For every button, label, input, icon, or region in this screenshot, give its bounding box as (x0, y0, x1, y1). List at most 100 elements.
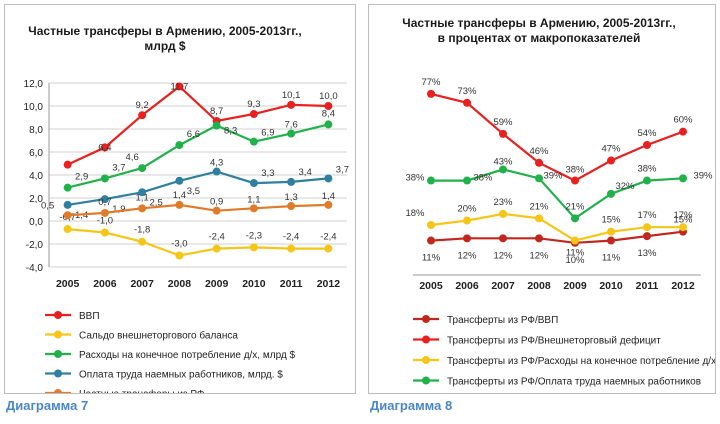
x-tick-label: 2011 (636, 280, 659, 292)
data-point (100, 174, 109, 183)
data-point (679, 127, 687, 136)
data-label: 23% (493, 197, 513, 208)
data-label: 60% (673, 115, 693, 126)
data-point (175, 82, 184, 91)
data-label: 3,5 (187, 186, 200, 197)
chart-title-line: Частные трансферы в Армению, 2005-2013гг… (402, 16, 675, 30)
data-point (607, 236, 615, 245)
data-point (499, 165, 507, 174)
y-tick-label: 0,0 (29, 217, 43, 228)
x-tick-label: 2008 (527, 280, 551, 292)
legend-label: Трансферты из РФ/Расходы на конечное пот… (447, 355, 715, 367)
data-label: 7,6 (285, 120, 298, 131)
data-label: 11% (422, 253, 441, 264)
y-tick-label: 10,0 (24, 102, 44, 113)
data-point (499, 129, 507, 138)
data-label: 11% (566, 248, 585, 259)
chart-panel-left: Частные трансферы в Армению, 2005-2013гг… (4, 4, 356, 394)
data-point (499, 209, 507, 218)
data-label: 8,4 (322, 108, 335, 119)
data-point (63, 183, 72, 192)
data-point (463, 216, 471, 225)
y-tick-label: -2,0 (26, 240, 44, 251)
data-label: 38% (637, 164, 657, 175)
data-label: 17% (637, 210, 657, 221)
data-point (249, 137, 258, 146)
x-tick-label: 2007 (491, 280, 515, 292)
legend-label: Сальдо внешнеторгового баланса (79, 330, 238, 342)
data-point (100, 143, 109, 152)
data-label: 38% (405, 173, 425, 184)
x-tick-label: 2008 (168, 278, 192, 290)
series-line (67, 170, 329, 206)
data-point (287, 244, 296, 253)
legend-label: Трансферты из РФ/Оплата труда наемных ра… (447, 376, 701, 388)
data-point (138, 204, 147, 213)
data-point (249, 243, 258, 252)
series-line (67, 203, 329, 217)
data-point (287, 100, 296, 109)
data-label: 1,1 (247, 194, 260, 205)
data-label: 47% (601, 144, 621, 155)
data-label: 20% (457, 204, 477, 215)
legend-marker (54, 369, 62, 378)
data-point (63, 160, 72, 169)
series-line (430, 92, 684, 182)
data-label: 39% (543, 170, 563, 181)
data-label: 2,5 (150, 197, 163, 208)
data-point (571, 236, 579, 245)
series-line (67, 228, 329, 257)
data-label: 8,3 (224, 126, 237, 137)
y-tick-label: 12,0 (24, 79, 44, 90)
x-tick-label: 2012 (671, 280, 695, 292)
data-point (643, 141, 651, 149)
data-point (535, 158, 543, 167)
legend-label: Расходы на конечное потребление д/х, млр… (79, 349, 296, 361)
legend-marker (54, 330, 62, 339)
data-label: 1,4 (173, 190, 186, 201)
data-label: 12% (529, 250, 549, 261)
data-point (535, 174, 543, 183)
data-point (100, 208, 109, 217)
legend-label: Трансферты из РФ/Внешнеторговый дефицит (447, 335, 661, 347)
data-point (100, 228, 109, 237)
data-label: 4,6 (126, 152, 139, 163)
data-label: 15% (673, 215, 693, 226)
data-point (324, 120, 333, 129)
data-point (138, 111, 147, 120)
legend-label: Частные трансферы из РФ (79, 388, 205, 393)
y-tick-label: 8,0 (29, 125, 43, 136)
data-label: 21% (565, 201, 585, 212)
x-tick-label: 2005 (419, 280, 443, 292)
legend-marker (54, 389, 62, 393)
data-label: 8,7 (210, 106, 223, 117)
data-point (249, 179, 258, 188)
data-label: 38% (565, 165, 585, 176)
data-label: 38% (473, 173, 493, 184)
data-label: 1,4 (322, 191, 335, 202)
data-point (679, 223, 687, 232)
x-tick-label: 2006 (93, 278, 117, 290)
data-label: 6,4 (98, 142, 111, 153)
data-point (175, 251, 184, 260)
data-point (427, 221, 435, 229)
legend-marker (422, 376, 430, 385)
data-label: -2,3 (246, 230, 262, 241)
data-point (607, 227, 615, 236)
data-label: -1,0 (97, 216, 113, 227)
data-label: 1,9 (112, 204, 125, 215)
y-tick-label: -4,0 (26, 263, 44, 274)
data-label: 32% (615, 181, 635, 192)
data-point (463, 176, 471, 185)
data-point (212, 167, 221, 176)
data-label: 59% (493, 117, 513, 128)
series-line (430, 230, 684, 244)
data-label: 18% (405, 208, 425, 219)
data-point (212, 206, 221, 215)
data-point (287, 177, 296, 186)
data-point (607, 189, 615, 198)
data-label: 2,9 (75, 172, 88, 183)
y-tick-label: 4,0 (29, 171, 43, 182)
data-point (138, 237, 147, 246)
data-point (63, 225, 72, 234)
